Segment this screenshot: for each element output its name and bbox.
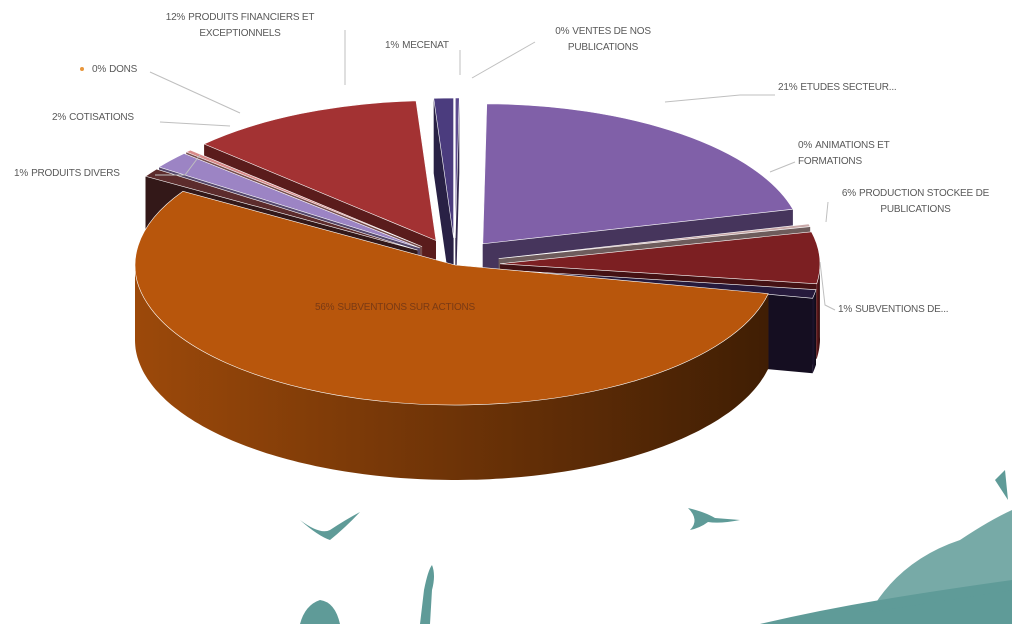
- category-label: DONS: [109, 64, 138, 75]
- category-label: MECENAT: [402, 40, 449, 51]
- data-label: 0% DONS: [80, 62, 170, 78]
- slice: [433, 97, 454, 239]
- data-label: 1% MECENAT: [385, 38, 485, 54]
- decoration: [300, 470, 1012, 624]
- data-label: 0% ANIMATIONS ET FORMATIONS: [798, 138, 908, 170]
- slice-side: [135, 262, 769, 480]
- data-label: 0% VENTES DE NOS PUBLICATIONS: [528, 24, 678, 56]
- category-label: COTISATIONS: [69, 112, 134, 123]
- value-label: 56%: [314, 302, 335, 313]
- pie: [134, 97, 821, 480]
- slice: [455, 97, 460, 239]
- category-label: SUBVENTIONS DE...: [855, 304, 949, 315]
- slice-side: [812, 289, 816, 374]
- category-label: SUBVENTIONS SUR ACTIONS: [337, 302, 476, 313]
- value-label: 0%: [555, 26, 570, 37]
- data-label: 1% PRODUITS DIVERS: [14, 166, 164, 182]
- data-label: 12% PRODUITS FINANCIERS ET EXCEPTIONNELS: [140, 10, 340, 42]
- data-label: 1% SUBVENTIONS DE...: [838, 302, 998, 318]
- value-label: 21%: [778, 82, 798, 93]
- slice: [185, 149, 423, 247]
- leader-lines: [149, 30, 836, 311]
- slice: [499, 231, 821, 285]
- category-label: ANIMATIONS ET FORMATIONS: [798, 140, 890, 167]
- data-label: 6% PRODUCTION STOCKEE DE PUBLICATIONS: [818, 186, 1012, 218]
- slice: [144, 168, 418, 251]
- value-label: 1%: [14, 168, 29, 179]
- slice-cut-face: [433, 98, 454, 313]
- slice: [203, 100, 437, 241]
- value-label: 1%: [838, 304, 853, 315]
- slice-cut-face: [455, 98, 460, 313]
- category-label: PRODUITS DIVERS: [31, 168, 120, 179]
- data-label: 56% SUBVENTIONS SUR ACTIONS: [310, 300, 480, 316]
- category-label: VENTES DE NOS PUBLICATIONS: [567, 26, 651, 53]
- data-label: 2% COTISATIONS: [52, 110, 182, 126]
- slice: [498, 223, 811, 259]
- value-label: 0%: [92, 64, 107, 75]
- slice: [482, 103, 794, 245]
- value-label: 0%: [798, 140, 813, 151]
- value-label: 12%: [165, 12, 186, 23]
- value-label: 6%: [841, 188, 856, 199]
- label-marker: [80, 67, 84, 72]
- category-label: ETUDES SECTEUR...: [800, 82, 897, 93]
- category-label: PRODUITS FINANCIERS ET EXCEPTIONNELS: [188, 12, 315, 39]
- slice: [158, 153, 421, 249]
- slice: [134, 190, 769, 406]
- data-label: 21% ETUDES SECTEUR...: [778, 80, 938, 96]
- value-label: 1%: [385, 40, 400, 51]
- category-label: PRODUCTION STOCKEE DE PUBLICATIONS: [858, 188, 990, 215]
- slice-side: [816, 261, 820, 359]
- value-label: 2%: [52, 112, 67, 123]
